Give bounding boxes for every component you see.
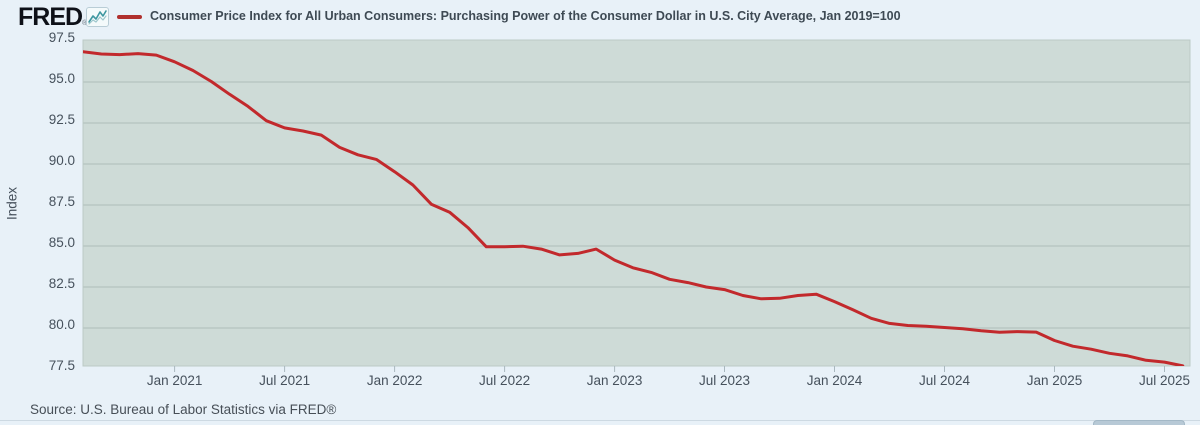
y-tick-label: 97.5 bbox=[48, 30, 75, 45]
fred-logo[interactable]: FRED® bbox=[18, 3, 88, 31]
plot-background bbox=[82, 39, 1191, 367]
scrollbar-thumb[interactable] bbox=[1093, 420, 1185, 425]
x-tick-label: Jan 2025 bbox=[1026, 373, 1083, 388]
y-tick-label: 82.5 bbox=[48, 276, 75, 291]
y-tick-label: 80.0 bbox=[48, 317, 75, 332]
sparkline-chart-icon[interactable] bbox=[86, 7, 109, 27]
registered-mark: ® bbox=[82, 20, 88, 27]
y-tick-label: 95.0 bbox=[48, 71, 75, 86]
series-legend-label: Consumer Price Index for All Urban Consu… bbox=[150, 9, 901, 23]
source-attribution: Source: U.S. Bureau of Labor Statistics … bbox=[30, 402, 337, 417]
y-tick-label: 77.5 bbox=[48, 358, 75, 373]
y-tick-label: 90.0 bbox=[48, 153, 75, 168]
x-tick-label: Jul 2021 bbox=[259, 373, 311, 388]
y-tick-label: 87.5 bbox=[48, 194, 75, 209]
x-tick-label: Jul 2024 bbox=[918, 373, 971, 388]
data-line bbox=[83, 50, 1185, 366]
chart-header: FRED® Consumer Price Index for All Urban… bbox=[0, 0, 1200, 31]
x-tick-label: Jan 2024 bbox=[806, 373, 863, 388]
x-tick-label: Jul 2023 bbox=[699, 373, 751, 388]
y-tick-label: 85.0 bbox=[48, 235, 75, 250]
x-tick-label: Jan 2021 bbox=[146, 373, 203, 388]
x-tick-label: Jan 2023 bbox=[586, 373, 643, 388]
bottom-divider bbox=[0, 420, 1200, 421]
x-tick-label: Jan 2022 bbox=[366, 373, 423, 388]
y-tick-label: 92.5 bbox=[48, 112, 75, 127]
x-tick-label: Jul 2022 bbox=[479, 373, 531, 388]
series-legend-swatch bbox=[117, 15, 142, 19]
x-tick-label: Jul 2025 bbox=[1138, 373, 1190, 388]
